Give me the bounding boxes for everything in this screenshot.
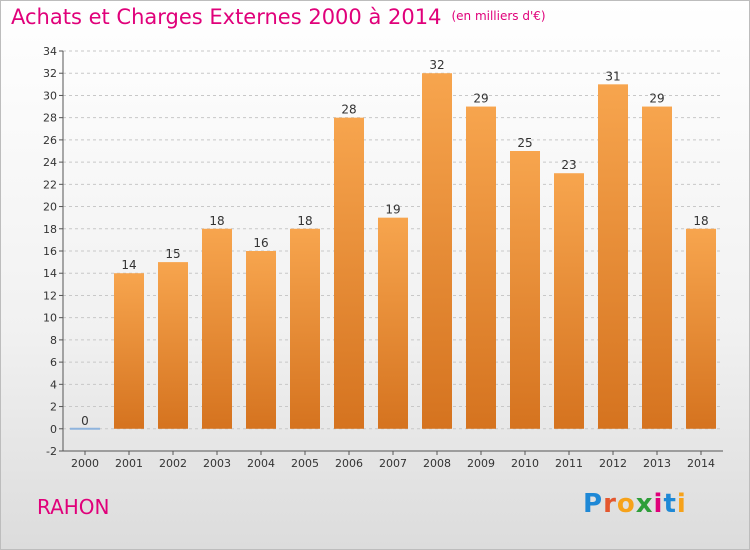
- bar-2013: [642, 106, 672, 429]
- bar-2004: [246, 251, 276, 429]
- x-tick-label-2003: 2003: [203, 457, 231, 470]
- bar-2011: [554, 173, 584, 429]
- value-label-2000: 0: [81, 414, 89, 428]
- bar-2003: [202, 228, 232, 429]
- logo-letter: o: [616, 489, 636, 519]
- x-tick-label-2002: 2002: [159, 457, 187, 470]
- bar-2010: [510, 151, 540, 429]
- value-label-2006: 28: [341, 103, 356, 117]
- y-tick-label: 4: [50, 378, 57, 391]
- y-tick-label: 18: [43, 223, 57, 236]
- x-tick-label-2009: 2009: [467, 457, 495, 470]
- y-tick-label: -2: [46, 445, 57, 458]
- y-tick-label: 34: [43, 45, 57, 58]
- logo-letter: t: [663, 489, 677, 519]
- y-tick-label: 20: [43, 201, 57, 214]
- logo-letter: i: [676, 489, 687, 519]
- y-tick-label: 14: [43, 267, 57, 280]
- y-tick-label: 6: [50, 356, 57, 369]
- logo-letter: P: [583, 489, 604, 519]
- bar-2001: [114, 273, 144, 429]
- bar-2008: [422, 73, 452, 429]
- value-label-2005: 18: [297, 214, 312, 228]
- value-label-2008: 32: [429, 58, 444, 72]
- x-tick-label-2008: 2008: [423, 457, 451, 470]
- bar-2014: [686, 228, 716, 429]
- bar-2006: [334, 117, 364, 429]
- value-label-2009: 29: [473, 92, 488, 106]
- x-tick-label-2013: 2013: [643, 457, 671, 470]
- y-tick-label: 8: [50, 334, 57, 347]
- y-tick-label: 30: [43, 89, 57, 102]
- bar-2002: [158, 262, 188, 429]
- bar-2012: [598, 84, 628, 429]
- bar-2007: [378, 217, 408, 429]
- y-tick-label: 2: [50, 401, 57, 414]
- value-label-2004: 16: [253, 236, 268, 250]
- bar-2009: [466, 106, 496, 429]
- y-tick-label: 22: [43, 178, 57, 191]
- value-label-2001: 14: [121, 258, 136, 272]
- y-tick-label: 10: [43, 312, 57, 325]
- x-tick-label-2014: 2014: [687, 457, 715, 470]
- value-label-2012: 31: [605, 69, 620, 83]
- y-tick-label: 24: [43, 156, 57, 169]
- logo-letter: r: [603, 489, 617, 519]
- value-label-2007: 19: [385, 203, 400, 217]
- x-tick-label-2007: 2007: [379, 457, 407, 470]
- place-name: RAHON: [37, 495, 110, 519]
- x-tick-label-2000: 2000: [71, 457, 99, 470]
- title-text: Achats et Charges Externes 2000 à 2014: [11, 5, 442, 29]
- logo-letter: i: [653, 489, 664, 519]
- value-label-2010: 25: [517, 136, 532, 150]
- value-label-2013: 29: [649, 92, 664, 106]
- value-label-2002: 15: [165, 247, 180, 261]
- x-tick-label-2001: 2001: [115, 457, 143, 470]
- x-tick-label-2006: 2006: [335, 457, 363, 470]
- bar-2005: [290, 228, 320, 429]
- proxiti-logo: Proxiti: [583, 489, 687, 519]
- title-unit: (en milliers d'€): [451, 9, 546, 23]
- value-label-2011: 23: [561, 158, 576, 172]
- x-tick-label-2010: 2010: [511, 457, 539, 470]
- y-tick-label: 26: [43, 134, 57, 147]
- value-label-2014: 18: [693, 214, 708, 228]
- value-label-2003: 18: [209, 214, 224, 228]
- chart-title: Achats et Charges Externes 2000 à 2014 (e…: [11, 5, 546, 29]
- y-tick-label: 0: [50, 423, 57, 436]
- x-tick-label-2011: 2011: [555, 457, 583, 470]
- logo-letter: x: [635, 489, 654, 519]
- x-tick-label-2005: 2005: [291, 457, 319, 470]
- x-tick-label-2004: 2004: [247, 457, 275, 470]
- y-tick-label: 32: [43, 67, 57, 80]
- y-tick-label: 16: [43, 245, 57, 258]
- y-tick-label: 28: [43, 112, 57, 125]
- x-tick-label-2012: 2012: [599, 457, 627, 470]
- y-tick-label: 12: [43, 289, 57, 302]
